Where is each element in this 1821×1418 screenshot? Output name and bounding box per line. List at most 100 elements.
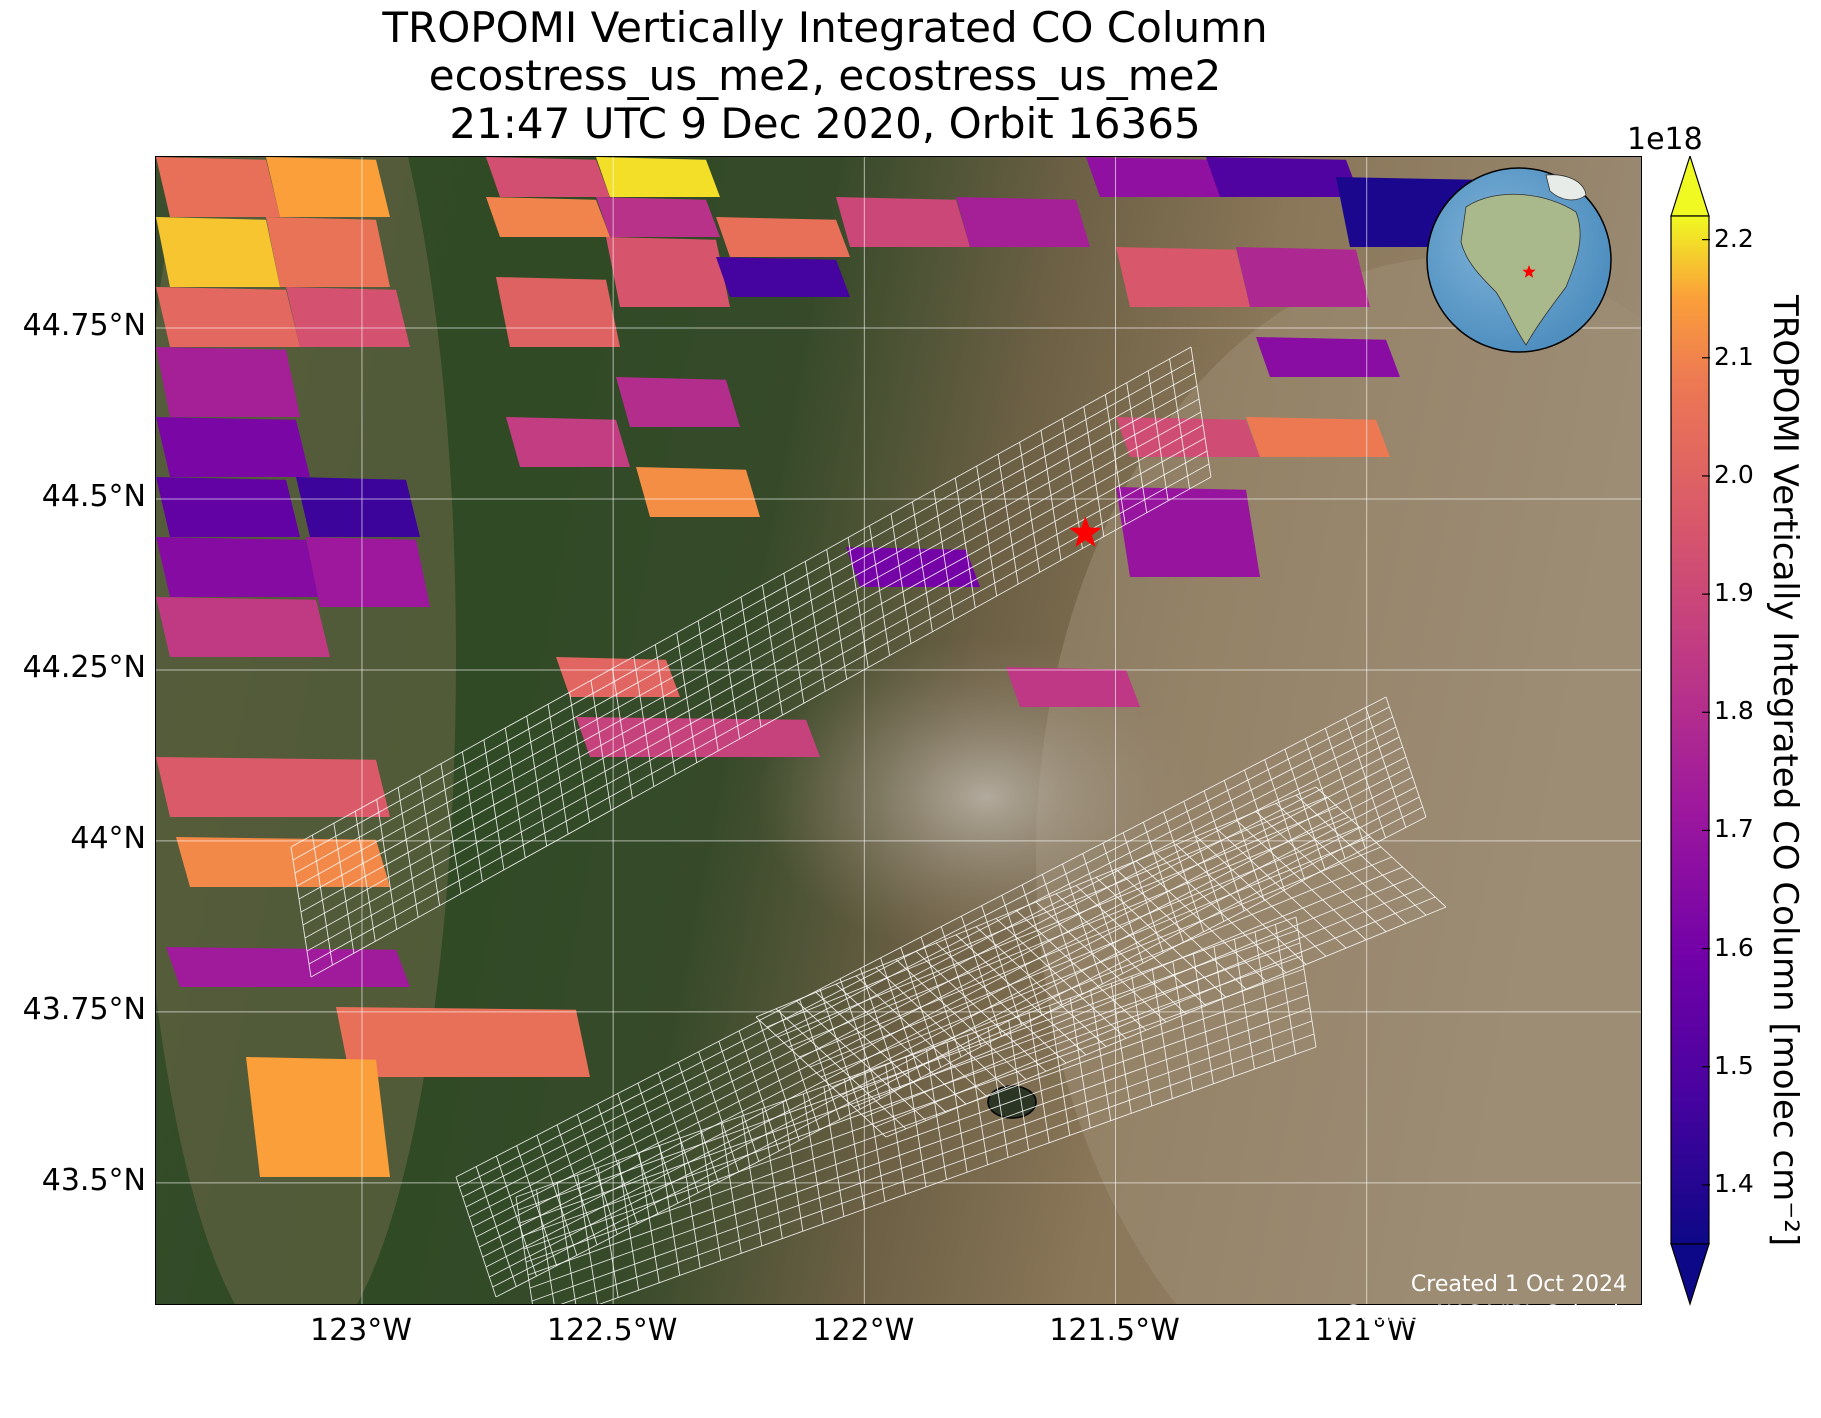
co-pixel (1246, 417, 1390, 457)
co-pixel (556, 657, 680, 697)
footprint-gridline (766, 796, 1328, 1028)
globe-north-america-land (1460, 193, 1581, 346)
co-pixel (176, 837, 390, 887)
co-pixel (156, 217, 280, 287)
chart-title-line-2: ecostress_us_me2, ecostress_us_me2 (428, 51, 1222, 100)
lon-tick-label: 121°W (1314, 1313, 1417, 1348)
co-pixel (1116, 487, 1260, 577)
basemap-cascade-crest (756, 637, 1216, 957)
footprint-gridline (290, 346, 1192, 848)
co-pixel (156, 287, 300, 347)
footprint-gridline (799, 826, 1360, 1058)
colorbar-tick-label: 2.2 (1714, 223, 1754, 253)
lon-tick-label: 122.5°W (546, 1313, 678, 1348)
co-pixel (1256, 337, 1400, 377)
footprint-gridline (529, 1007, 1311, 1289)
footprint-gridline (482, 776, 1413, 1258)
lat-tick-label: 44°N (70, 820, 146, 856)
footprint-gridline (527, 994, 1309, 1276)
footprint-gridline (465, 726, 1397, 1208)
inset-globe (1426, 167, 1612, 353)
co-pixel (156, 417, 310, 477)
colorbar-label: TROPOMI Vertically Integrated CO Column … (1765, 295, 1805, 1247)
colorbar-extend-max (1670, 156, 1710, 217)
footprint-gridline (777, 806, 1338, 1038)
footprint-gridline (300, 411, 1202, 913)
footprint-gridline (521, 955, 1303, 1237)
footprint-gridline (308, 463, 1210, 965)
footprint-gridline (479, 766, 1410, 1248)
ecostress-footprint-grid (290, 346, 1447, 1304)
footprint-gridline (831, 856, 1393, 1088)
co-pixel (266, 157, 390, 217)
map-gridlines (156, 157, 1641, 1304)
site-star-icon[interactable] (1069, 516, 1102, 547)
footprint-gridline (885, 906, 1447, 1138)
co-pixel (606, 237, 730, 307)
co-pixel (716, 257, 850, 297)
footprint-gridline (292, 359, 1194, 861)
footprint-gridline (469, 736, 1400, 1218)
colorbar-extend-min (1670, 1243, 1710, 1306)
co-pixel (1116, 247, 1250, 307)
footprint-gridline (310, 476, 1212, 978)
footprint-gridline (462, 716, 1393, 1198)
co-pixel (246, 1057, 390, 1177)
co-pixel (1006, 667, 1140, 707)
co-pixel (496, 277, 620, 347)
co-pixel (596, 157, 720, 197)
co-pixel (296, 477, 420, 537)
colorbar-tick-label: 2.1 (1714, 341, 1754, 371)
footprint-gridline (304, 437, 1206, 939)
footprint-gridline (864, 886, 1425, 1118)
lon-tick-label: 122°W (812, 1313, 915, 1348)
co-pixel (156, 347, 300, 417)
footprint-gridline (598, 1046, 1317, 1304)
footprint-gridline (459, 706, 1390, 1188)
co-pixel (1236, 247, 1370, 307)
globe-site-star-icon (1522, 265, 1536, 278)
footprint-gridline (475, 756, 1407, 1238)
colorbar-exponent: 1e18 (1627, 122, 1703, 157)
co-pixel (486, 157, 610, 197)
globe-greenland-land (1545, 174, 1587, 201)
co-pixel (286, 287, 410, 347)
footprint-gridline (455, 696, 1387, 1178)
colorbar-tick-label: 1.4 (1714, 1168, 1754, 1198)
co-pixel (1086, 157, 1230, 197)
map-canvas (156, 157, 1641, 1304)
co-pixel (596, 197, 720, 237)
footprint-gridline (298, 398, 1200, 900)
co-pixel (336, 1007, 590, 1077)
credit-text: Created 1 Oct 2024 Source: NASA/JPL-Calt… (1346, 1270, 1627, 1330)
lat-tick-label: 44.25°N (22, 649, 146, 685)
colorbar-tick-label: 1.5 (1714, 1050, 1754, 1080)
lon-tick-label: 123°W (310, 1313, 412, 1348)
footprint-gridline (302, 424, 1204, 926)
co-pixel (636, 467, 760, 517)
footprint-gridline (296, 385, 1198, 887)
footprint-gridline (842, 866, 1403, 1098)
footprint-gridline (525, 981, 1307, 1263)
co-pixel (156, 477, 300, 537)
lat-tick-label: 43.5°N (41, 1162, 146, 1198)
credit-created: Created 1 Oct 2024 (1410, 1272, 1627, 1297)
co-pixel (506, 417, 630, 467)
footprint-gridline (820, 846, 1382, 1078)
co-pixel (576, 717, 820, 757)
co-pixel (956, 197, 1090, 247)
co-pixel (266, 217, 390, 287)
chart-title-line-3: 21:47 UTC 9 Dec 2020, Orbit 16365 (449, 99, 1201, 148)
co-pixel (166, 947, 410, 987)
footprint-gridline (788, 816, 1349, 1048)
lat-tick-label: 44.75°N (22, 307, 146, 343)
basemap-lake (987, 1085, 1037, 1119)
footprint-gridline (809, 836, 1371, 1068)
map-panel[interactable] (155, 156, 1642, 1305)
footprint-gridline (472, 746, 1403, 1228)
colorbar-tick-label: 2.0 (1714, 459, 1754, 489)
colorbar (1670, 156, 1710, 1306)
co-pixel (836, 197, 970, 247)
footprint-gridline (560, 1033, 1315, 1304)
co-pixel (1206, 157, 1360, 197)
